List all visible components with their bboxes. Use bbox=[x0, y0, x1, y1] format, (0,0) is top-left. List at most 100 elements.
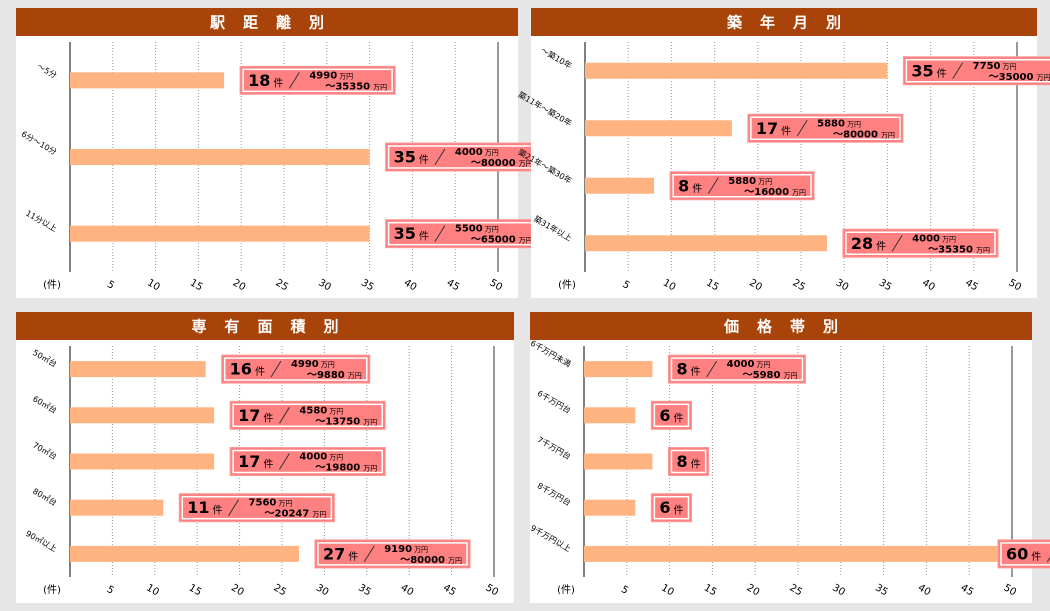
price-unit: 万円 bbox=[942, 235, 956, 243]
chart-title: 専有面積別 bbox=[191, 318, 356, 336]
price-unit: 万円 bbox=[485, 149, 499, 157]
price-max: 16000 bbox=[754, 187, 789, 198]
price-max: 35350 bbox=[938, 244, 973, 255]
label-box bbox=[239, 65, 396, 95]
price-unit: 万円 bbox=[373, 83, 387, 91]
slash bbox=[363, 545, 375, 563]
price-unit: 万円 bbox=[363, 418, 377, 426]
label-inner-border bbox=[670, 449, 707, 474]
price-min: 4990 bbox=[309, 70, 337, 81]
count-unit: 件 bbox=[419, 154, 429, 166]
label-box bbox=[667, 447, 710, 476]
slash bbox=[706, 360, 718, 378]
bar bbox=[585, 177, 655, 194]
price-max: 65000 bbox=[481, 235, 516, 246]
price-unit: 万円 bbox=[847, 120, 861, 128]
count-unit: 件 bbox=[876, 240, 886, 252]
price-unit: 万円 bbox=[363, 465, 377, 473]
bar bbox=[70, 72, 225, 89]
label-inner-border bbox=[232, 403, 383, 428]
price-unit: 万円 bbox=[881, 131, 895, 139]
label-box bbox=[669, 171, 815, 201]
price-min: 5500 bbox=[455, 224, 483, 235]
bar bbox=[585, 62, 888, 79]
count-unit: 件 bbox=[691, 459, 701, 471]
price-unit: 万円 bbox=[414, 546, 428, 554]
count-label: 6 bbox=[659, 406, 670, 425]
price-min: 4000 bbox=[912, 233, 940, 244]
slash bbox=[279, 453, 290, 470]
x-tick-label: 5 bbox=[620, 279, 631, 292]
slash bbox=[228, 499, 239, 516]
bar bbox=[70, 545, 299, 562]
bar bbox=[70, 499, 164, 516]
bar bbox=[70, 361, 206, 378]
range-mark: ～ bbox=[400, 555, 410, 566]
label-inner-border bbox=[845, 231, 996, 255]
slash bbox=[270, 360, 282, 378]
price-unit: 万円 bbox=[1036, 74, 1050, 82]
price-max: 80000 bbox=[410, 555, 445, 566]
bar bbox=[584, 407, 636, 424]
range-mark: ～ bbox=[265, 509, 275, 520]
slash bbox=[288, 72, 300, 89]
price-unit: 万円 bbox=[329, 407, 343, 415]
price-unit: 万円 bbox=[339, 72, 353, 80]
price-unit: 万円 bbox=[321, 361, 335, 369]
slash bbox=[1046, 556, 1050, 563]
range-mark: ～ bbox=[325, 81, 335, 92]
slash bbox=[952, 62, 964, 80]
count-unit: 件 bbox=[674, 505, 684, 517]
count-label: 35 bbox=[394, 224, 416, 243]
label-box bbox=[650, 493, 693, 523]
price-unit: 万円 bbox=[519, 160, 533, 168]
x-axis-label: (件) bbox=[557, 584, 575, 596]
count-unit: 件 bbox=[255, 366, 265, 378]
bar bbox=[70, 407, 215, 424]
price-min: 4580 bbox=[299, 405, 327, 416]
price-unit: 万円 bbox=[312, 511, 326, 519]
label-box bbox=[221, 354, 371, 384]
range-mark: ～ bbox=[928, 244, 938, 255]
panel-header bbox=[16, 312, 514, 340]
slash bbox=[796, 119, 808, 137]
price-min: 4990 bbox=[291, 359, 319, 370]
price-unit: 万円 bbox=[448, 557, 462, 565]
slash bbox=[707, 177, 719, 195]
count-unit: 件 bbox=[213, 505, 223, 517]
count-label: 8 bbox=[678, 176, 689, 195]
count-label: 35 bbox=[394, 148, 416, 167]
label-box bbox=[314, 539, 471, 569]
price-unit: 万円 bbox=[792, 189, 806, 197]
chart-title: 築年月別 bbox=[726, 14, 859, 32]
label-inner-border bbox=[223, 357, 368, 381]
label-box bbox=[385, 142, 542, 172]
bar bbox=[584, 453, 653, 470]
count-label: 8 bbox=[676, 360, 687, 379]
price-unit: 万円 bbox=[758, 178, 772, 186]
price-unit: 万円 bbox=[783, 372, 797, 380]
bar bbox=[70, 225, 370, 242]
label-inner-border bbox=[653, 495, 690, 520]
slash bbox=[279, 407, 290, 424]
price-max: 9880 bbox=[317, 370, 345, 381]
count-label: 8 bbox=[676, 452, 687, 471]
count-unit: 件 bbox=[1031, 551, 1041, 563]
bar bbox=[584, 499, 636, 516]
chart-title: 価格帯別 bbox=[723, 318, 856, 336]
x-tick-label: 5 bbox=[105, 584, 116, 597]
count-unit: 件 bbox=[273, 77, 283, 89]
